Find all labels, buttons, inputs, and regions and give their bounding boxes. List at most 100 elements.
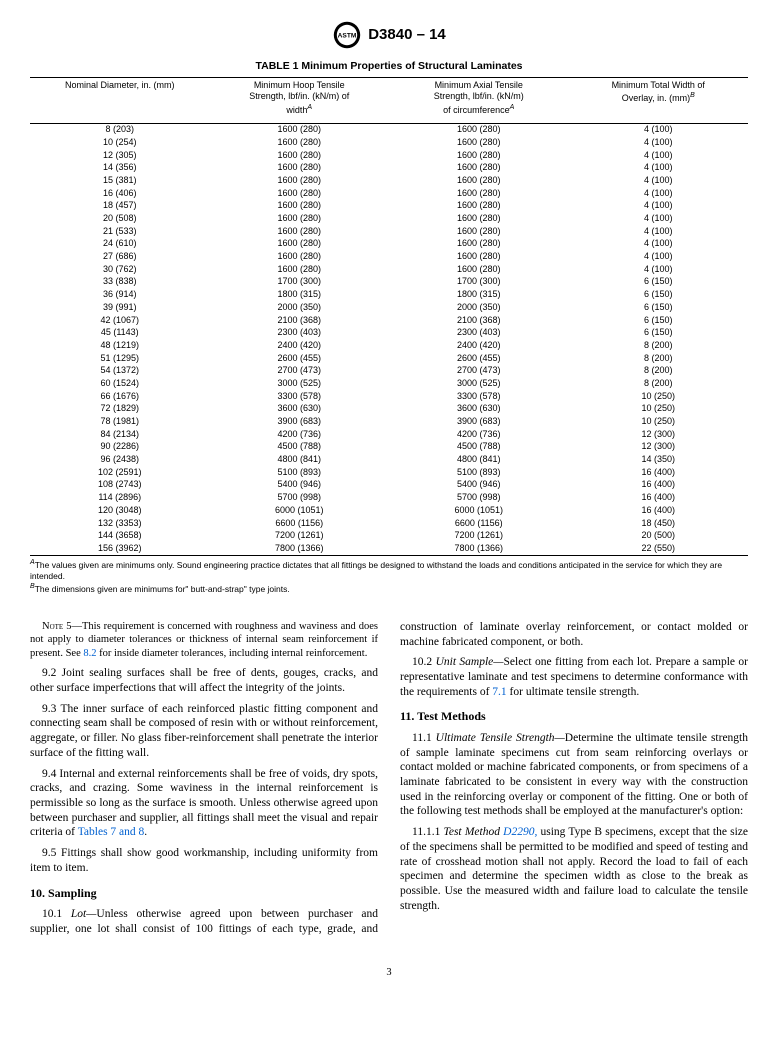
table-row: 39 (991)2000 (350)2000 (350)6 (150) (30, 301, 748, 314)
table-cell: 6 (150) (569, 289, 749, 302)
table-cell: 2400 (420) (210, 339, 390, 352)
table-cell: 2000 (350) (210, 301, 390, 314)
table-cell: 6000 (1051) (389, 504, 569, 517)
table-cell: 4500 (788) (389, 441, 569, 454)
table-cell: 24 (610) (30, 238, 210, 251)
table-cell: 10 (250) (569, 416, 749, 429)
document-id: D3840 – 14 (368, 25, 446, 45)
table-row: 51 (1295)2600 (455)2600 (455)8 (200) (30, 352, 748, 365)
para-9-5: 9.5 Fittings shall show good workmanship… (30, 846, 378, 875)
table-cell: 42 (1067) (30, 314, 210, 327)
table-cell: 16 (406) (30, 187, 210, 200)
table-cell: 18 (450) (569, 517, 749, 530)
table-cell: 1700 (300) (389, 276, 569, 289)
table-cell: 102 (2591) (30, 466, 210, 479)
table-cell: 6 (150) (569, 301, 749, 314)
table-cell: 4800 (841) (210, 454, 390, 467)
table-cell: 4200 (736) (210, 428, 390, 441)
table-cell: 4 (100) (569, 136, 749, 149)
para-9-2: 9.2 Joint sealing surfaces shall be free… (30, 666, 378, 695)
table-cell: 15 (381) (30, 174, 210, 187)
table-cell: 1800 (315) (389, 289, 569, 302)
table-cell: 16 (400) (569, 466, 749, 479)
table-cell: 108 (2743) (30, 479, 210, 492)
table-footnotes: AThe values given are minimums only. Sou… (30, 558, 748, 595)
table-cell: 2600 (455) (210, 352, 390, 365)
table-cell: 72 (1829) (30, 403, 210, 416)
table-row: 8 (203)1600 (280)1600 (280)4 (100) (30, 123, 748, 136)
para-11-1-1: 11.1.1 Test Method D2290, using Type B s… (400, 825, 748, 913)
table-cell: 3900 (683) (389, 416, 569, 429)
table-cell: 114 (2896) (30, 492, 210, 505)
table-cell: 10 (250) (569, 403, 749, 416)
table-cell: 14 (350) (569, 454, 749, 467)
table-cell: 8 (200) (569, 377, 749, 390)
body-columns: Note 5—This requirement is concerned wit… (30, 620, 748, 936)
table-cell: 48 (1219) (30, 339, 210, 352)
col-header-hoop: Minimum Hoop Tensile Strength, lbf/in. (… (210, 77, 390, 123)
para-9-3: 9.3 The inner surface of each reinforced… (30, 702, 378, 761)
ref-d2290[interactable]: D2290, (503, 826, 537, 838)
footnote-a: AThe values given are minimums only. Sou… (30, 558, 748, 582)
heading-11: 11. Test Methods (400, 709, 748, 724)
table-row: 48 (1219)2400 (420)2400 (420)8 (200) (30, 339, 748, 352)
table-cell: 21 (533) (30, 225, 210, 238)
table-row: 54 (1372)2700 (473)2700 (473)8 (200) (30, 365, 748, 378)
table-row: 45 (1143)2300 (403)2300 (403)6 (150) (30, 327, 748, 340)
table-cell: 4 (100) (569, 200, 749, 213)
table-cell: 4 (100) (569, 225, 749, 238)
table-cell: 5700 (998) (389, 492, 569, 505)
table-cell: 10 (250) (569, 390, 749, 403)
table-cell: 1600 (280) (210, 225, 390, 238)
table-cell: 3000 (525) (210, 377, 390, 390)
table-cell: 60 (1524) (30, 377, 210, 390)
ref-7-1[interactable]: 7.1 (492, 686, 506, 698)
page-number: 3 (30, 966, 748, 980)
table-cell: 1600 (280) (389, 225, 569, 238)
table-cell: 1600 (280) (389, 136, 569, 149)
table-cell: 10 (254) (30, 136, 210, 149)
table-cell: 8 (203) (30, 123, 210, 136)
table-row: 20 (508)1600 (280)1600 (280)4 (100) (30, 213, 748, 226)
heading-10: 10. Sampling (30, 886, 378, 901)
table-cell: 4 (100) (569, 213, 749, 226)
table-row: 66 (1676)3300 (578)3300 (578)10 (250) (30, 390, 748, 403)
table-cell: 5100 (893) (389, 466, 569, 479)
table-cell: 16 (400) (569, 479, 749, 492)
para-9-4: 9.4 Internal and external reinforcements… (30, 767, 378, 841)
table-row: 78 (1981)3900 (683)3900 (683)10 (250) (30, 416, 748, 429)
table-cell: 54 (1372) (30, 365, 210, 378)
table-cell: 6 (150) (569, 327, 749, 340)
table-row: 18 (457)1600 (280)1600 (280)4 (100) (30, 200, 748, 213)
table-row: 102 (2591)5100 (893)5100 (893)16 (400) (30, 466, 748, 479)
table-row: 132 (3353)6600 (1156)6600 (1156)18 (450) (30, 517, 748, 530)
table-cell: 1800 (315) (210, 289, 390, 302)
table-cell: 1600 (280) (210, 251, 390, 264)
table-cell: 4 (100) (569, 187, 749, 200)
properties-table: Nominal Diameter, in. (mm) Minimum Hoop … (30, 77, 748, 556)
table-row: 30 (762)1600 (280)1600 (280)4 (100) (30, 263, 748, 276)
col-header-diameter: Nominal Diameter, in. (mm) (30, 77, 210, 123)
ref-8-2[interactable]: 8.2 (83, 648, 96, 659)
table-cell: 2300 (403) (210, 327, 390, 340)
table-cell: 2400 (420) (389, 339, 569, 352)
para-10-2: 10.2 Unit Sample—Select one fitting from… (400, 655, 748, 699)
table-cell: 1600 (280) (389, 251, 569, 264)
ref-tables-7-8[interactable]: Tables 7 and 8 (78, 826, 145, 838)
table-cell: 4800 (841) (389, 454, 569, 467)
table-cell: 30 (762) (30, 263, 210, 276)
table-cell: 4200 (736) (389, 428, 569, 441)
table-body: 8 (203)1600 (280)1600 (280)4 (100)10 (25… (30, 123, 748, 555)
table-cell: 96 (2438) (30, 454, 210, 467)
note-5: Note 5—This requirement is concerned wit… (30, 620, 378, 660)
table-cell: 8 (200) (569, 339, 749, 352)
table-cell: 16 (400) (569, 492, 749, 505)
table-row: 60 (1524)3000 (525)3000 (525)8 (200) (30, 377, 748, 390)
table-cell: 6600 (1156) (389, 517, 569, 530)
para-11-1: 11.1 Ultimate Tensile Strength—Determine… (400, 731, 748, 819)
table-cell: 7800 (1366) (389, 542, 569, 555)
table-cell: 1600 (280) (389, 238, 569, 251)
table-cell: 5100 (893) (210, 466, 390, 479)
table-cell: 1600 (280) (210, 136, 390, 149)
table-row: 24 (610)1600 (280)1600 (280)4 (100) (30, 238, 748, 251)
